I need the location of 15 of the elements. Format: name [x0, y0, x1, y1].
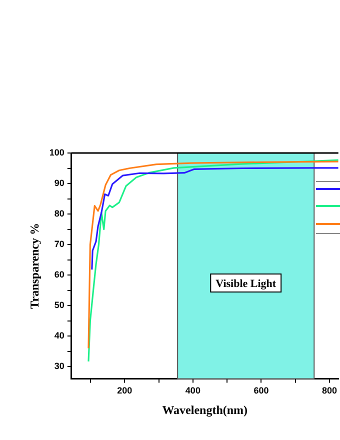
x-axis-title: Wavelength(nm): [162, 402, 248, 417]
y-tick-label: 30: [54, 361, 64, 372]
x-tick-label: 600: [254, 386, 269, 396]
band-label: Visible Light: [216, 278, 276, 290]
y-tick-label: 100: [49, 147, 64, 158]
y-axis-title: Transparency %: [27, 222, 42, 309]
x-tick-label: 800: [322, 386, 338, 396]
y-tick-label: 70: [54, 239, 64, 250]
y-tick-label: 50: [54, 300, 64, 310]
x-tick-label: 200: [117, 386, 132, 396]
y-tick-label: 80: [54, 208, 64, 219]
y-tick-label: 90: [54, 178, 64, 188]
y-tick-label: 60: [54, 270, 64, 280]
x-tick-label: 400: [185, 386, 200, 396]
y-tick-label: 40: [54, 330, 64, 341]
